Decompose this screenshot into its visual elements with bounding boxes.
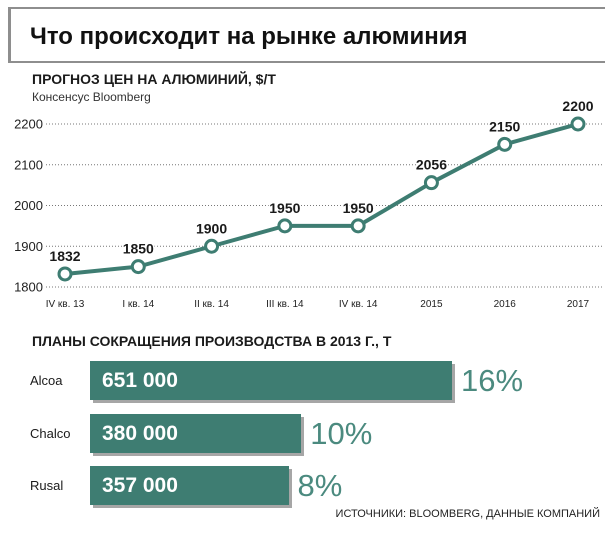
data-label: 1900 [196, 220, 227, 236]
data-point [57, 266, 73, 282]
data-point [130, 259, 146, 275]
data-label: 1950 [269, 200, 300, 216]
x-tick-label: II кв. 14 [194, 299, 229, 310]
x-tick-label: IV кв. 14 [339, 299, 378, 310]
x-tick-label: 2015 [420, 299, 443, 310]
y-tick-label: 1900 [14, 239, 43, 254]
bar-category-label: Chalco [30, 425, 71, 441]
data-label: 1950 [343, 200, 374, 216]
bar-category-label: Alcoa [30, 373, 63, 388]
bar-value-label: 357 000 [102, 474, 178, 497]
y-tick-label: 2000 [14, 198, 43, 213]
x-tick-label: IV кв. 13 [46, 299, 85, 310]
y-tick-label: 2100 [14, 157, 43, 172]
title-frame: Что происходит на рынке алюминия [8, 7, 605, 63]
y-tick-label: 2200 [14, 117, 43, 132]
data-point [497, 136, 513, 152]
source-note: ИСТОЧНИКИ: BLOOMBERG, ДАННЫЕ КОМПАНИЙ [335, 508, 600, 520]
data-label: 1832 [49, 248, 80, 264]
x-tick-label: 2017 [567, 299, 590, 310]
data-point [570, 116, 586, 132]
data-label: 2150 [489, 118, 520, 134]
data-label: 2200 [562, 98, 593, 114]
bar-value-label: 380 000 [102, 421, 178, 445]
bar-share-label: 8% [297, 468, 343, 503]
gridlines [46, 123, 603, 288]
bar-share-label: 16% [461, 363, 524, 398]
data-label: 2056 [416, 157, 447, 173]
bar: 651 000 [90, 361, 452, 400]
bar: 380 000 [90, 413, 302, 453]
bar-value-label: 651 000 [102, 369, 178, 392]
bar-share-label: 10% [310, 415, 373, 451]
y-tick-label: 1800 [14, 280, 43, 295]
data-label: 1850 [123, 241, 154, 257]
x-tick-label: III кв. 14 [266, 299, 304, 310]
data-point [204, 238, 220, 254]
series-line [64, 122, 579, 276]
price-chart-title: ПРОГНОЗ ЦЕН НА АЛЮМИНИЙ, $/Т [32, 71, 276, 87]
data-point [423, 175, 439, 191]
bar: 357 000 [90, 466, 289, 505]
x-tick-label: 2016 [494, 299, 517, 310]
data-point [350, 218, 366, 234]
cuts-chart-title: ПЛАНЫ СОКРАЩЕНИЯ ПРОИЗВОДСТВА В 2013 Г.,… [32, 333, 392, 349]
price-chart-subtitle: Консенсус Bloomberg [32, 90, 151, 104]
page-title: Что происходит на рынке алюминия [30, 23, 468, 50]
x-tick-label: I кв. 14 [122, 299, 154, 310]
bar-category-label: Rusal [30, 478, 64, 493]
data-point [277, 218, 293, 234]
